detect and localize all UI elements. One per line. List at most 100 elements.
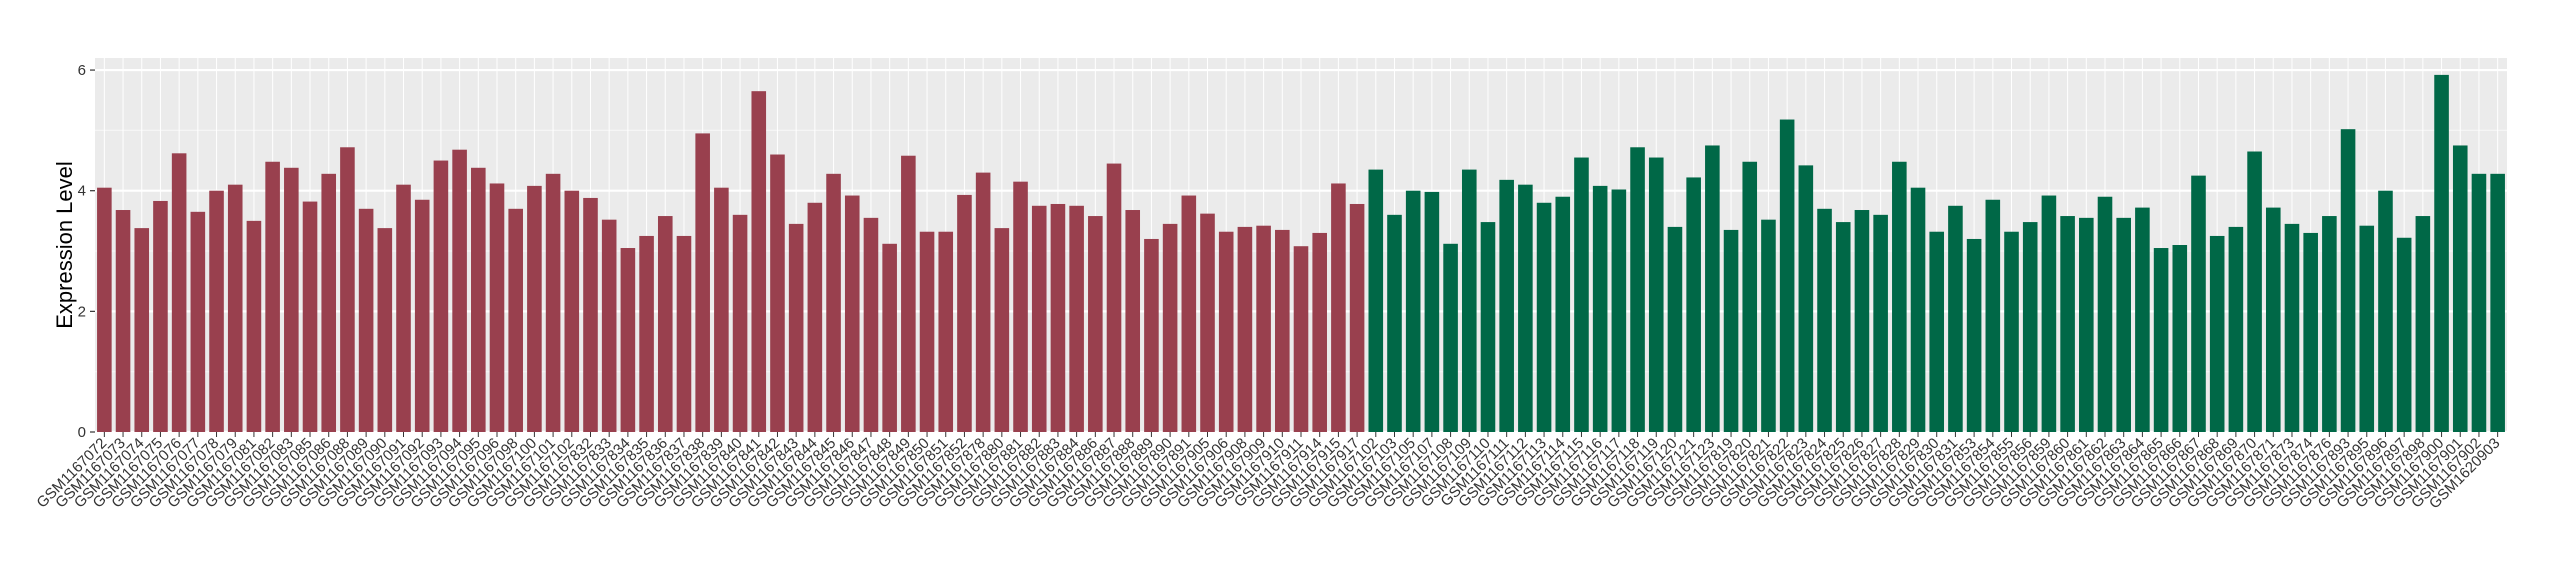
- bar: [695, 133, 710, 432]
- bar: [1742, 161, 1758, 433]
- bar: [321, 173, 337, 433]
- bar: [732, 214, 748, 432]
- bar: [1256, 225, 1271, 432]
- bar: [1854, 210, 1870, 432]
- bar: [1648, 157, 1664, 432]
- bar: [882, 243, 897, 432]
- bar: [340, 147, 355, 433]
- bar: [2079, 217, 2094, 432]
- bar: [639, 235, 654, 432]
- bar: [2022, 222, 2038, 432]
- bar: [826, 173, 841, 433]
- bar: [770, 154, 785, 433]
- bar: [1779, 119, 1795, 433]
- bar: [377, 228, 393, 432]
- bar: [994, 228, 1010, 432]
- bar: [564, 190, 580, 432]
- bar: [2209, 235, 2225, 432]
- bar: [1405, 190, 1421, 432]
- bar: [2415, 216, 2431, 432]
- bar: [1761, 219, 1776, 432]
- bar: [601, 219, 617, 432]
- bar: [2228, 226, 2244, 432]
- bar: [2004, 231, 2019, 432]
- bar: [1966, 238, 1982, 432]
- bar: [1162, 223, 1178, 432]
- bar: [2303, 232, 2318, 432]
- bar: [508, 208, 523, 432]
- y-axis-title: Expression Level: [52, 161, 77, 329]
- bar: [2340, 129, 2356, 432]
- bar: [1387, 214, 1402, 432]
- bar: [1892, 161, 1907, 433]
- bar: [358, 208, 374, 432]
- bar: [246, 220, 262, 432]
- bar: [1686, 177, 1701, 432]
- bar: [1611, 189, 1627, 432]
- bar: [1592, 185, 1608, 432]
- bar: [97, 187, 112, 432]
- x-axis: GSM1167072GSM1167073GSM1167074GSM1167075…: [33, 432, 2503, 512]
- bar: [1181, 195, 1197, 432]
- bar: [545, 173, 561, 433]
- bar: [2060, 216, 2075, 432]
- bar: [863, 217, 879, 432]
- bar: [901, 155, 916, 432]
- bar: [1106, 163, 1122, 432]
- bar: [1873, 214, 1888, 432]
- bar: [2041, 195, 2057, 432]
- bar: [583, 197, 598, 432]
- bar: [2172, 245, 2188, 432]
- bar: [919, 231, 935, 432]
- bar: [1630, 147, 1645, 433]
- bar: [1555, 196, 1571, 432]
- bar: [2378, 190, 2393, 432]
- bar: [134, 228, 150, 432]
- bar: [2191, 175, 2206, 432]
- bar: [1480, 222, 1496, 432]
- bar: [1349, 203, 1365, 432]
- bar: [2265, 207, 2281, 432]
- bar: [844, 195, 860, 432]
- bars: [97, 74, 2505, 433]
- y-tick-label: 0: [78, 424, 86, 441]
- bar: [1368, 169, 1384, 432]
- bar: [2322, 216, 2337, 432]
- bar: [433, 160, 449, 432]
- bar: [1275, 229, 1290, 432]
- bar: [2135, 207, 2150, 432]
- bar: [1835, 222, 1851, 432]
- bar: [1461, 169, 1477, 432]
- bar: [1200, 213, 1215, 432]
- bar: [2247, 151, 2262, 432]
- bar: [2396, 237, 2412, 432]
- bar: [284, 167, 299, 432]
- bar: [620, 248, 636, 432]
- bar: [2284, 223, 2300, 432]
- bar: [452, 149, 467, 433]
- bar: [1069, 205, 1084, 432]
- bar: [1237, 226, 1253, 432]
- bar: [209, 190, 224, 432]
- bar: [2452, 145, 2468, 432]
- bar: [751, 91, 767, 432]
- bar: [396, 184, 411, 432]
- bar: [471, 167, 486, 432]
- bar: [1424, 191, 1440, 432]
- bar: [2097, 196, 2113, 432]
- bar: [2116, 217, 2131, 432]
- bar: [1293, 246, 1309, 432]
- bar: [171, 153, 187, 432]
- bar: [1705, 145, 1720, 432]
- bar: [1948, 205, 1963, 432]
- y-tick-label: 4: [78, 183, 86, 200]
- bar: [153, 200, 168, 432]
- bar: [1125, 210, 1141, 432]
- bar: [1331, 183, 1346, 432]
- bar: [1218, 231, 1234, 432]
- bar: [227, 184, 243, 432]
- y-tick-label: 2: [78, 303, 86, 320]
- bar: [807, 202, 823, 432]
